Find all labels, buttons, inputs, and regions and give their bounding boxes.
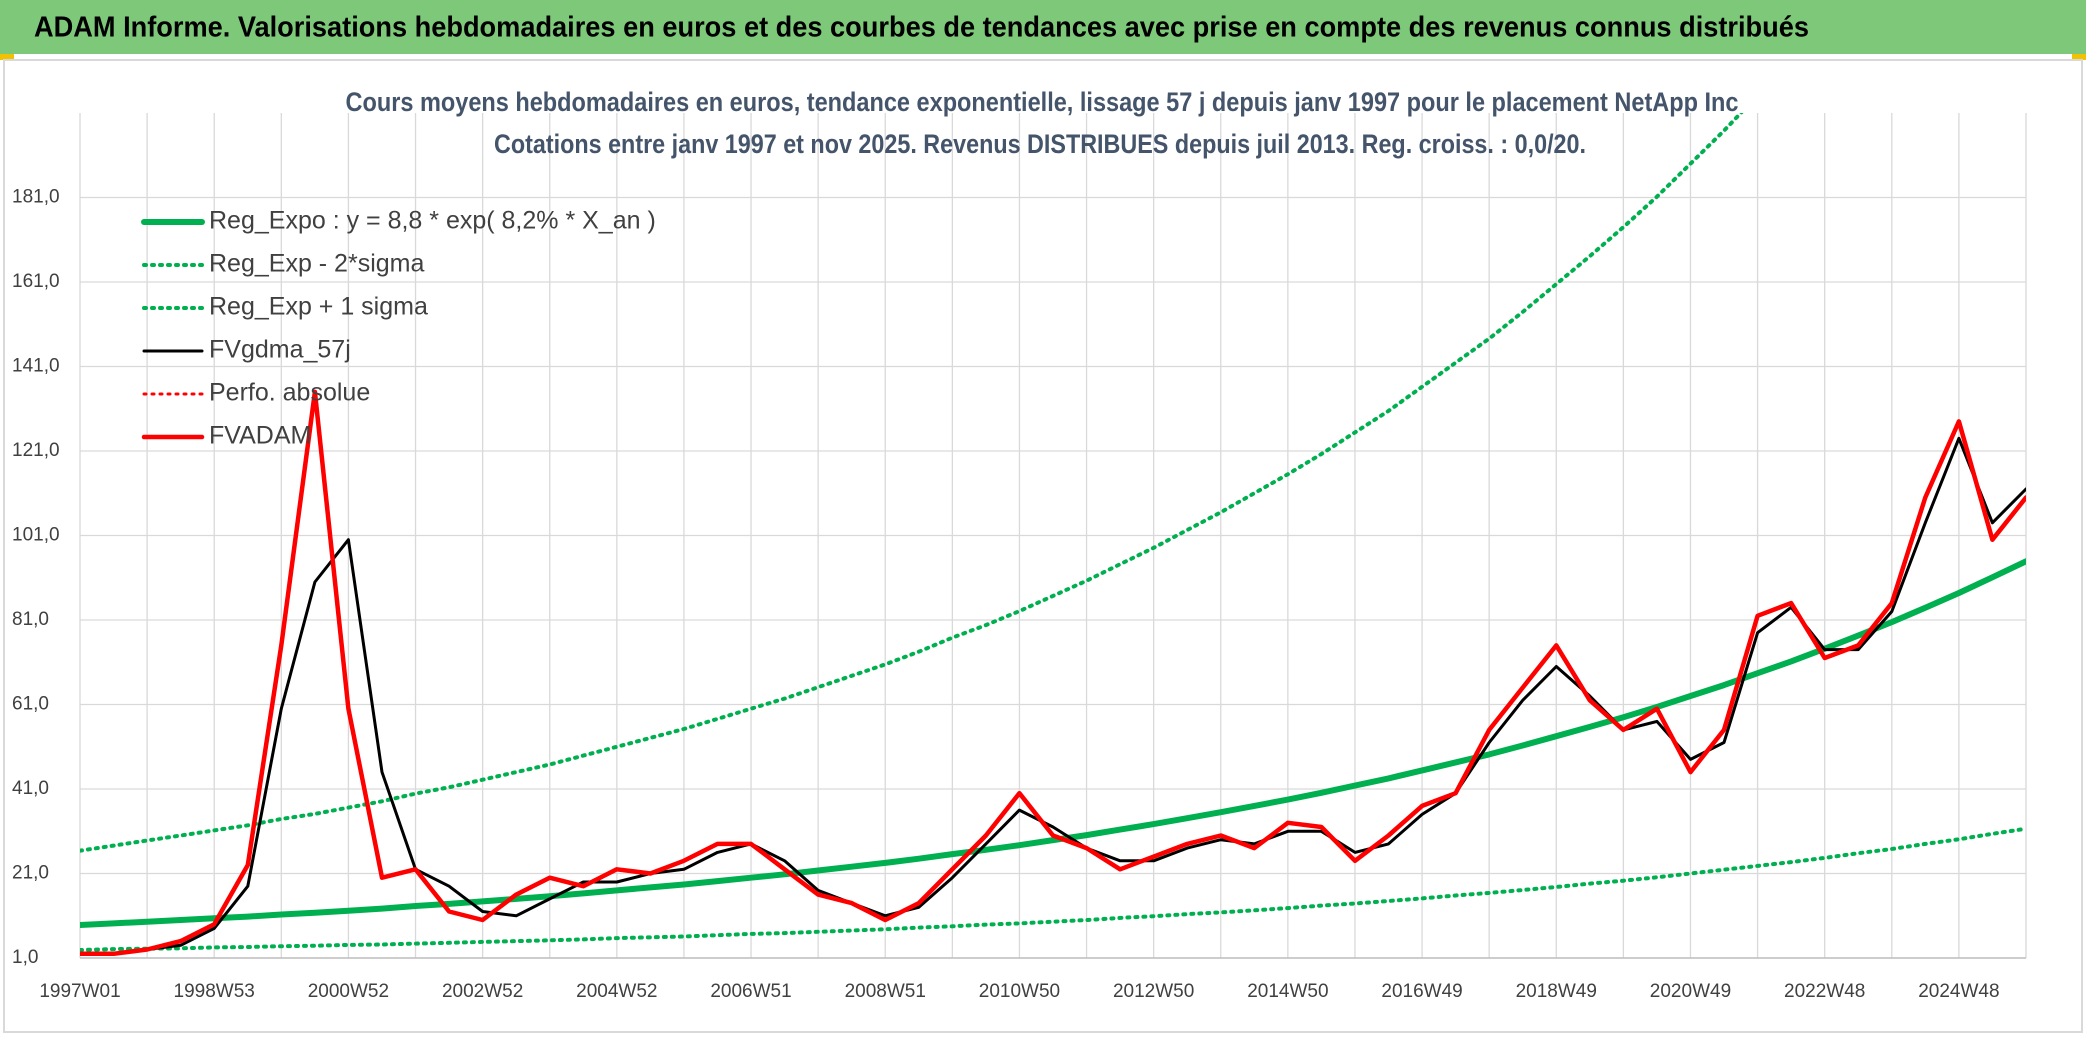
- chart-frame: [3, 59, 2083, 1033]
- x-tick-label: 1997W01: [39, 981, 120, 1002]
- legend-label: Reg_Expo : y = 8,8 * exp( 8,2% * X_an ): [209, 207, 656, 235]
- chart-subtitle: Cotations entre janv 1997 et nov 2025. R…: [494, 129, 1586, 159]
- x-tick-label: 2020W49: [1650, 981, 1731, 1002]
- y-tick-label: 21,0: [12, 863, 49, 884]
- corner-mark: [0, 54, 14, 60]
- x-tick-label: 2018W49: [1516, 981, 1597, 1002]
- x-tick-label: 2012W50: [1113, 981, 1194, 1002]
- legend-label: Reg_Exp + 1 sigma: [209, 293, 428, 321]
- x-tick-label: 2010W50: [979, 981, 1060, 1002]
- plot-area: [80, 113, 2026, 957]
- x-tick-label: 2024W48: [1918, 981, 1999, 1002]
- header-bar: [0, 0, 2086, 54]
- y-tick-label: 61,0: [12, 694, 49, 715]
- y-tick-label: 1,0: [12, 947, 38, 968]
- series-line: [80, 436, 2026, 956]
- series-line: [80, 389, 2026, 957]
- legend-label: FVADAM: [209, 422, 311, 450]
- x-tick-label: 2004W52: [576, 981, 657, 1002]
- x-tick-label: 2022W48: [1784, 981, 1865, 1002]
- legend-label: FVgdma_57j: [209, 336, 351, 364]
- x-tick-label: 2006W51: [710, 981, 791, 1002]
- x-tick-label: 2008W51: [845, 981, 926, 1002]
- legend: Reg_Expo : y = 8,8 * exp( 8,2% * X_an ) R…: [141, 207, 656, 450]
- legend-label: Reg_Exp - 2*sigma: [209, 250, 424, 278]
- corner-mark: [2072, 54, 2086, 60]
- series-line: [80, 558, 2026, 928]
- y-tick-label: 141,0: [12, 356, 60, 377]
- y-tick-label: 41,0: [12, 778, 49, 799]
- x-tick-label: 2014W50: [1247, 981, 1328, 1002]
- y-tick-label: 121,0: [12, 440, 60, 461]
- page-title: ADAM Informe. Valorisations hebdomadaire…: [34, 12, 1809, 44]
- x-tick-label: 2000W52: [308, 981, 389, 1002]
- y-tick-label: 161,0: [12, 271, 60, 292]
- legend-label: Perfo. absolue: [209, 379, 370, 407]
- x-tick-label: 2016W49: [1381, 981, 1462, 1002]
- series-line: [80, 826, 2026, 952]
- series-line: [80, 113, 1744, 853]
- y-tick-label: 81,0: [12, 609, 49, 630]
- grid: [79, 113, 2027, 959]
- x-tick-label: 1998W53: [174, 981, 255, 1002]
- y-tick-label: 101,0: [12, 525, 60, 546]
- x-tick-label: 2002W52: [442, 981, 523, 1002]
- y-tick-label: 181,0: [12, 187, 60, 208]
- chart-title: Cours moyens hebdomadaires en euros, ten…: [346, 87, 1739, 117]
